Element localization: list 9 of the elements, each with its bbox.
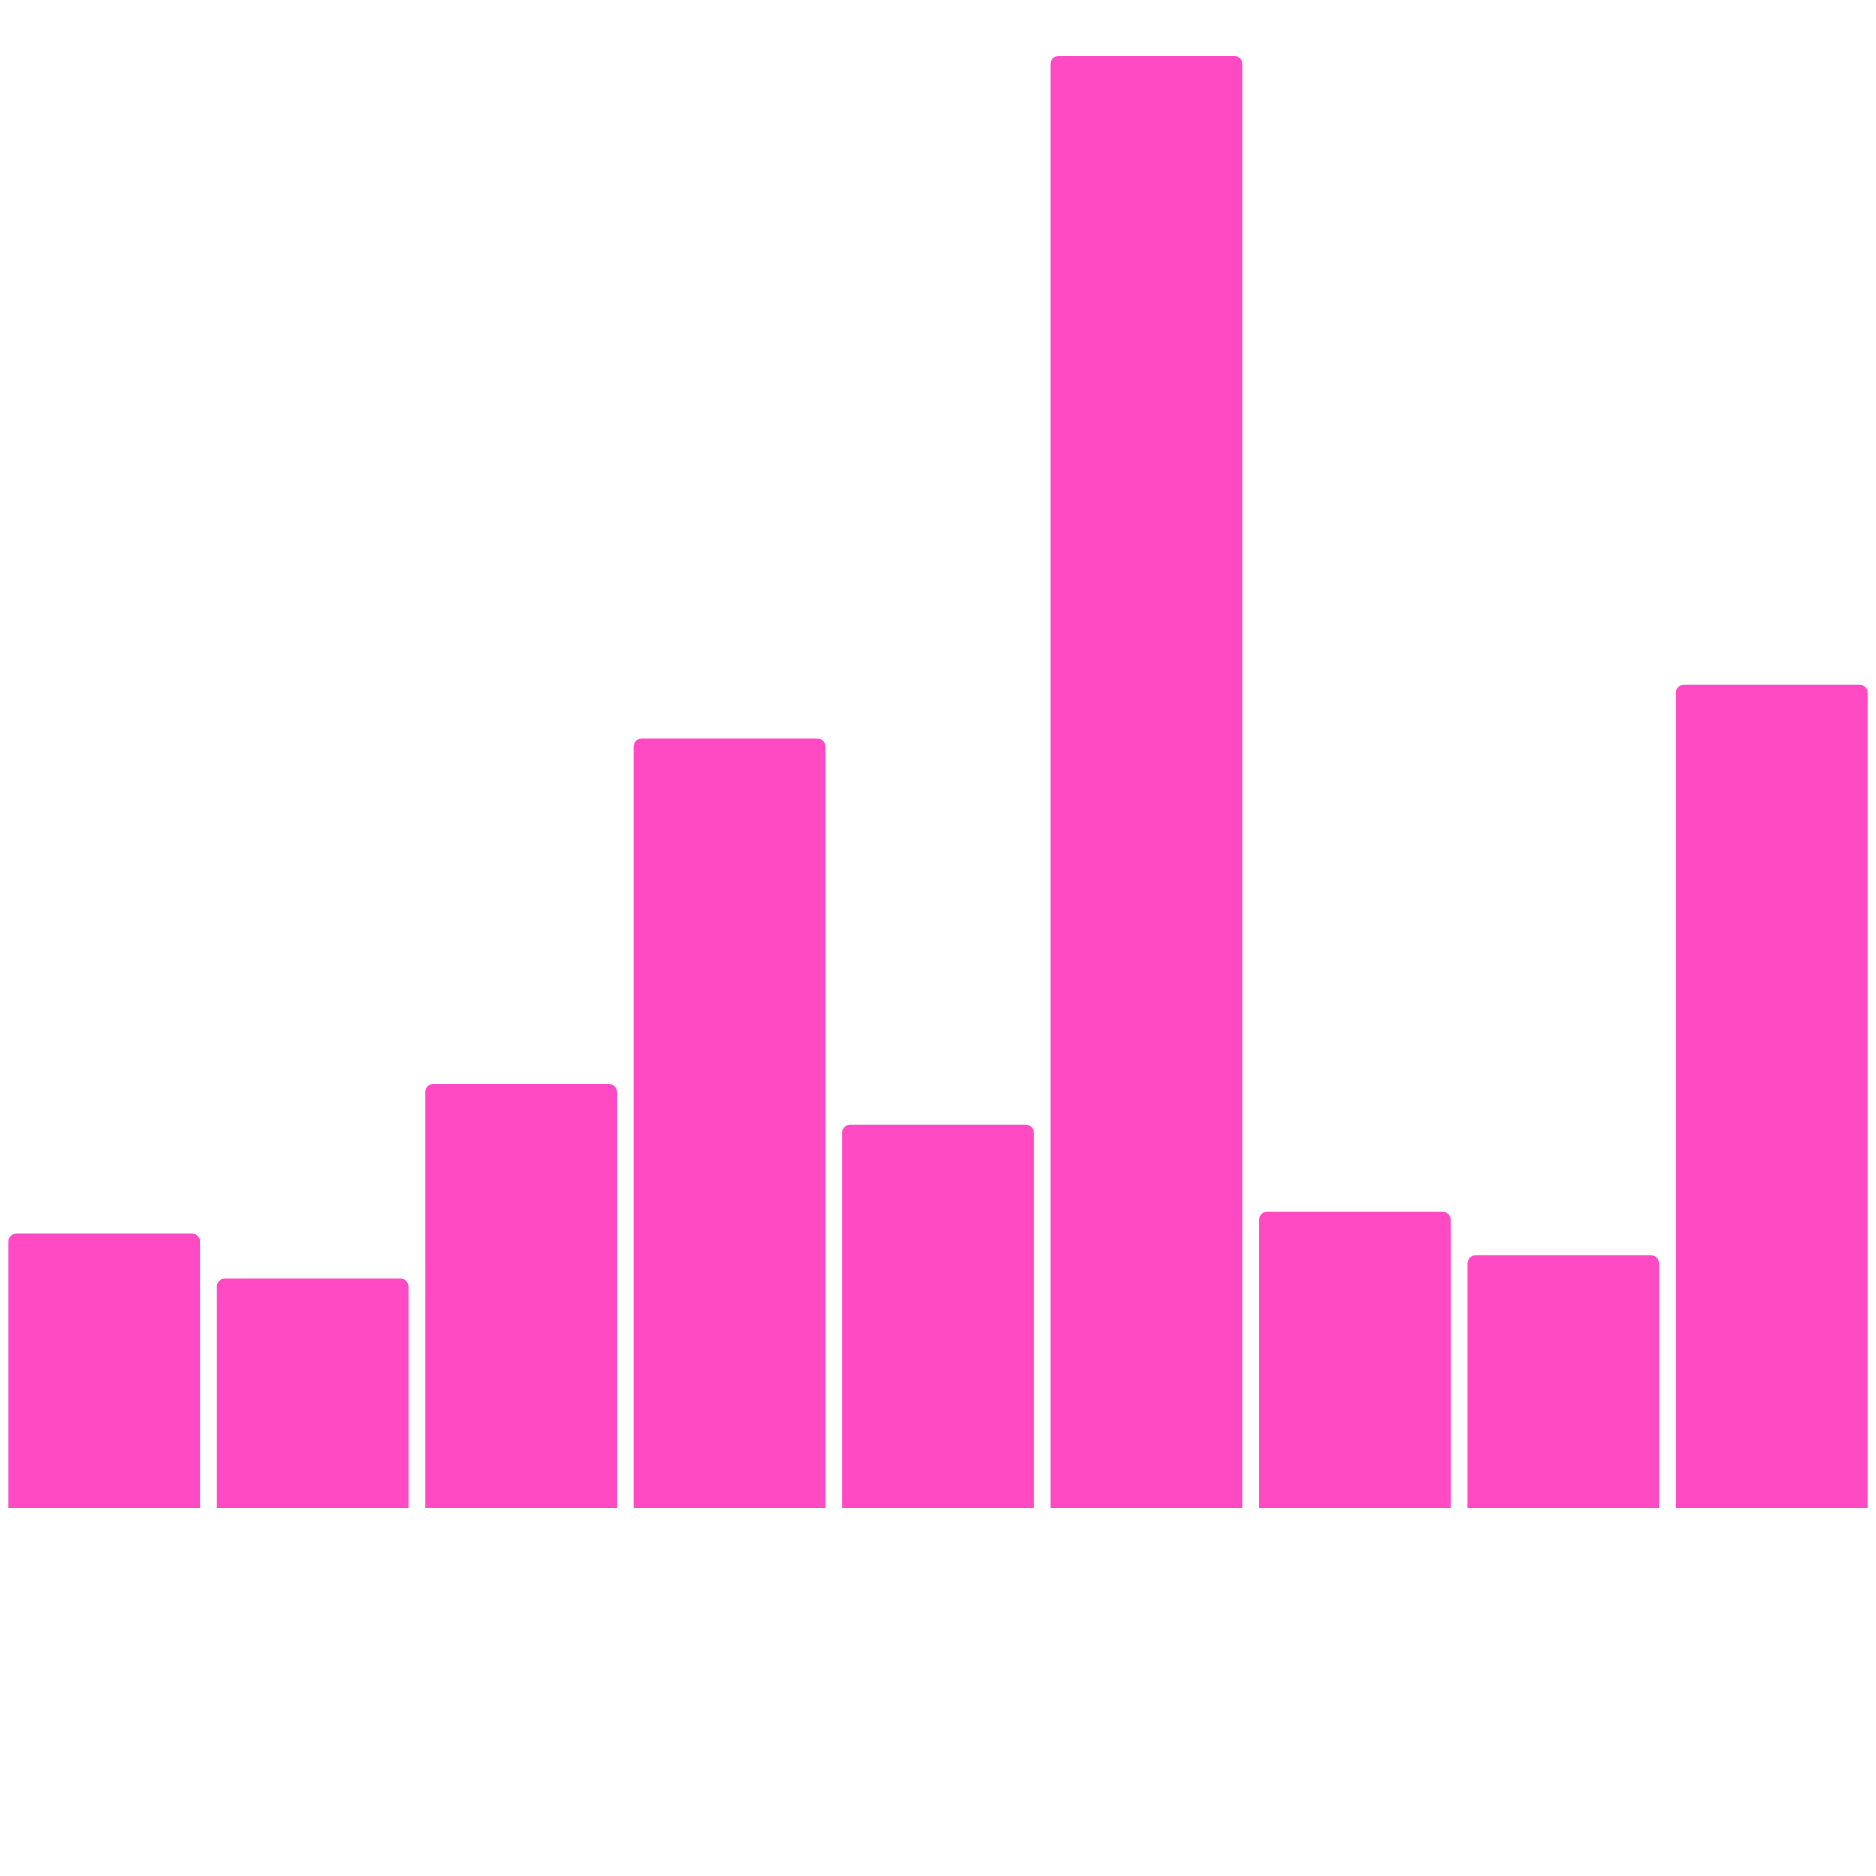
bar xyxy=(1259,1211,1451,1508)
bar xyxy=(842,1124,1034,1508)
bar xyxy=(1675,684,1868,1508)
bar xyxy=(1050,56,1243,1508)
bar xyxy=(425,1084,617,1508)
bar xyxy=(216,1278,409,1508)
bar xyxy=(633,738,826,1508)
bar xyxy=(1467,1255,1660,1508)
bar xyxy=(8,1233,201,1508)
